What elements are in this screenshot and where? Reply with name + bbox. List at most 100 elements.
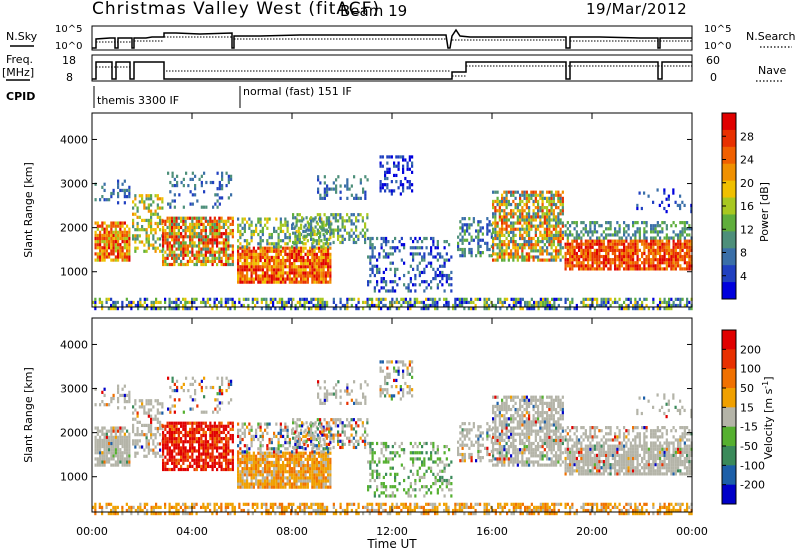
- power-cell: [441, 264, 444, 268]
- power-cell: [555, 246, 558, 250]
- power-cell: [323, 303, 326, 308]
- velocity-cell: [198, 440, 201, 444]
- power-cell: [361, 216, 364, 220]
- power-cell: [250, 277, 253, 281]
- power-cell: [591, 221, 594, 225]
- power-cell: [168, 297, 171, 301]
- power-cell: [573, 236, 576, 240]
- power-cell: [528, 233, 531, 238]
- power-cell: [510, 215, 513, 219]
- power-cell: [519, 233, 522, 238]
- power-cell: [454, 307, 457, 311]
- power-cell: [430, 249, 433, 253]
- velocity-cell: [112, 426, 115, 430]
- velocity-cell: [218, 385, 221, 390]
- power-cell: [323, 187, 326, 191]
- power-cell: [674, 254, 677, 259]
- power-cell: [275, 217, 278, 221]
- velocity-cell: [171, 424, 174, 428]
- power-cell: [330, 187, 333, 191]
- velocity-cell: [136, 433, 139, 437]
- power-cell: [230, 193, 233, 197]
- power-colorbar-swatch: [722, 282, 736, 300]
- power-cell: [552, 202, 555, 207]
- power-cell: [404, 158, 407, 162]
- velocity-cell: [220, 421, 223, 425]
- power-cell: [315, 242, 318, 246]
- power-cell: [241, 255, 244, 260]
- power-cell: [329, 242, 332, 246]
- power-cell: [300, 232, 303, 237]
- power-cell: [200, 228, 203, 233]
- velocity-cell: [220, 437, 223, 441]
- power-cell: [366, 228, 369, 232]
- power-cell: [503, 300, 506, 305]
- velocity-cell: [279, 457, 282, 461]
- velocity-cell: [180, 440, 183, 444]
- velocity-cell: [168, 446, 171, 450]
- velocity-cell: [166, 430, 169, 435]
- power-cell: [237, 239, 240, 243]
- power-cell: [323, 300, 326, 305]
- power-cell: [467, 307, 470, 311]
- power-cell: [596, 221, 599, 225]
- power-cell: [501, 230, 504, 234]
- power-cell: [530, 239, 533, 244]
- power-cell: [173, 199, 176, 203]
- power-cell: [638, 230, 641, 234]
- power-cell: [364, 222, 367, 226]
- power-cell: [371, 236, 374, 241]
- power-cell: [264, 217, 267, 221]
- power-cell: [279, 280, 282, 284]
- velocity-cell: [291, 476, 294, 480]
- power-cell: [96, 246, 99, 250]
- velocity-cell: [184, 440, 187, 444]
- power-cell: [394, 270, 397, 275]
- velocity-cell: [128, 454, 131, 458]
- power-cell: [376, 267, 379, 271]
- power-cell: [539, 233, 542, 238]
- velocity-cell: [94, 387, 97, 391]
- velocity-cell: [216, 424, 219, 428]
- power-cell: [373, 255, 376, 259]
- velocity-cell: [220, 464, 223, 469]
- power-cell: [458, 297, 461, 301]
- power-cell: [248, 246, 251, 250]
- power-cell: [385, 283, 388, 287]
- power-cell: [191, 232, 194, 236]
- power-cell: [170, 307, 173, 311]
- power-cell: [371, 243, 374, 247]
- velocity-cell: [200, 388, 203, 393]
- power-cell: [602, 254, 605, 259]
- power-cell: [252, 271, 255, 275]
- power-cell: [587, 242, 590, 246]
- power-cell: [304, 223, 307, 227]
- velocity-cell: [216, 440, 219, 444]
- power-cell: [505, 227, 508, 231]
- power-cell: [168, 307, 171, 311]
- power-cell: [327, 280, 330, 284]
- power-ytick-2: 3000: [60, 178, 88, 191]
- power-cell: [596, 236, 599, 240]
- power-cell: [526, 300, 529, 305]
- power-cell: [661, 261, 664, 265]
- power-cell: [134, 212, 137, 216]
- power-cell: [575, 264, 578, 268]
- power-cell: [150, 194, 153, 198]
- power-cell: [112, 249, 115, 253]
- power-cell: [607, 300, 610, 305]
- power-cell: [195, 216, 198, 220]
- power-cell: [218, 180, 221, 185]
- velocity-cell: [184, 455, 187, 459]
- power-cell: [598, 261, 601, 265]
- velocity-cell: [180, 385, 183, 390]
- power-cell: [357, 297, 360, 301]
- power-cell: [607, 248, 610, 252]
- power-cell: [329, 274, 332, 278]
- power-cell: [661, 230, 664, 234]
- velocity-cell: [237, 473, 240, 477]
- power-cell: [591, 254, 594, 259]
- power-cell: [96, 258, 99, 262]
- velocity-cell: [164, 464, 167, 469]
- power-cell: [315, 280, 318, 284]
